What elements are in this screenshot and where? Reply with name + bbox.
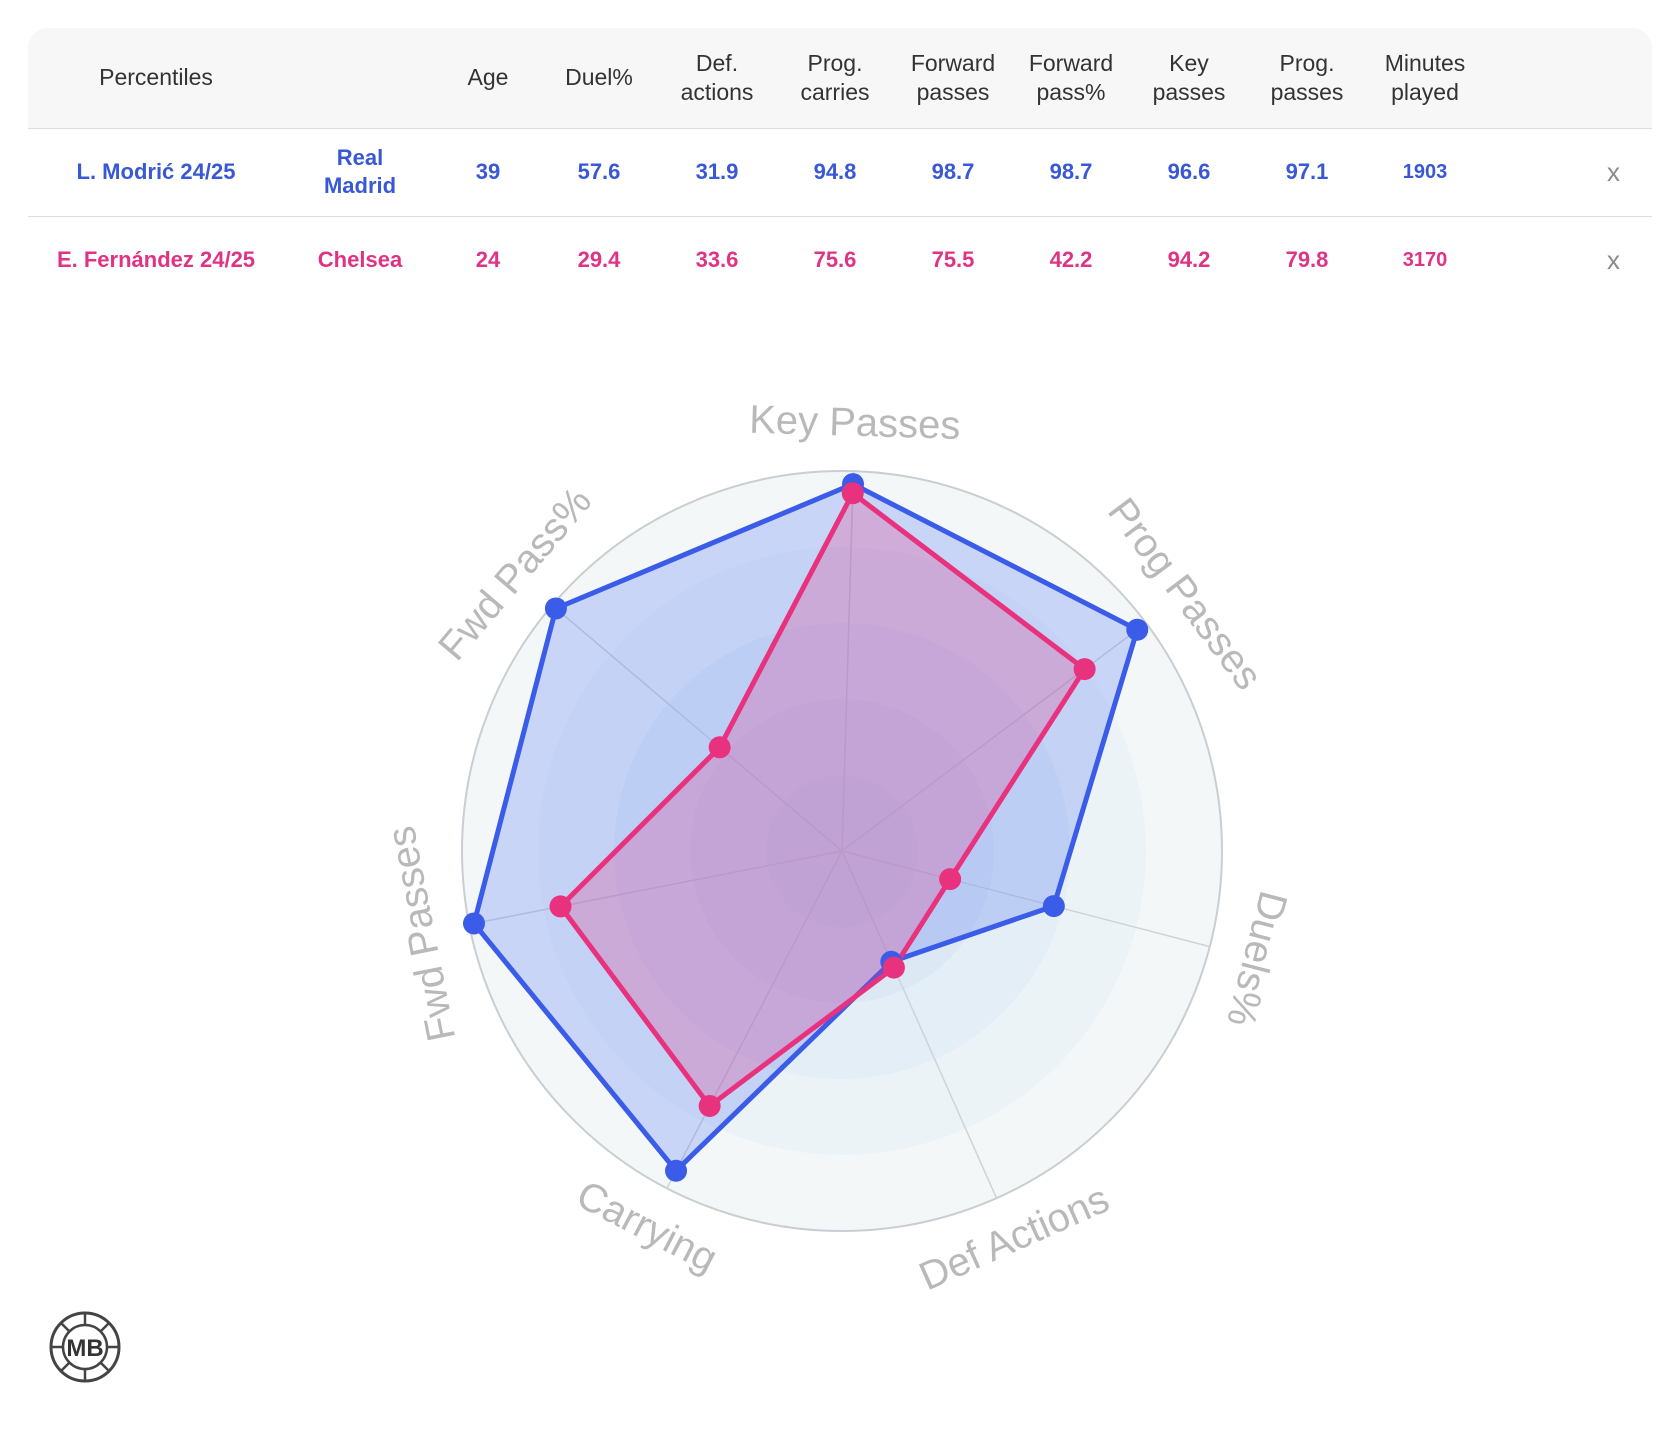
def-actions-cell: 33.6	[695, 247, 739, 273]
minutes-cell: 1903	[1402, 161, 1448, 183]
table-row: E. Fernández 24/25 Chelsea 24 29.4 33.6 …	[28, 216, 1652, 304]
forward-pass-pct-cell: 98.7	[1049, 159, 1093, 184]
series-polygon	[558, 490, 1088, 1109]
axis-label: Key Passes	[749, 398, 961, 448]
data-point[interactable]	[939, 868, 962, 891]
data-point[interactable]	[1042, 895, 1065, 918]
header-forward-passes: Forward passes	[894, 28, 1012, 129]
data-point[interactable]	[698, 1094, 721, 1117]
age-cell: 24	[475, 247, 501, 273]
header-forward-pass-pct: Forward pass%	[1012, 28, 1130, 129]
header-minutes: Minutes played	[1366, 28, 1484, 129]
axis-label: Duels%	[1218, 887, 1295, 1031]
data-point[interactable]	[882, 956, 905, 979]
football-logo-icon: MB	[49, 1311, 121, 1383]
header-age: Age	[436, 28, 540, 129]
remove-player-button[interactable]: x	[1607, 157, 1620, 187]
axis-label: Fwd Passes	[379, 823, 464, 1045]
data-point[interactable]	[544, 597, 567, 620]
data-point[interactable]	[549, 895, 572, 918]
radar-spoke	[841, 850, 1210, 948]
radar-spoke	[841, 850, 998, 1199]
logo-text: MB	[66, 1335, 103, 1362]
radar-spoke	[469, 850, 843, 926]
table-row: L. Modrić 24/25 Real Madrid 39 57.6 31.9…	[28, 128, 1652, 216]
header-duel-pct: Duel%	[540, 28, 658, 129]
series-polygon	[471, 481, 1140, 1174]
radar-spoke	[666, 850, 843, 1189]
forward-passes-cell: 98.7	[931, 159, 975, 184]
club-name: Real Madrid	[323, 145, 397, 198]
data-point[interactable]	[708, 736, 731, 759]
header-club	[284, 28, 436, 129]
header-def-actions: Def. actions	[658, 28, 776, 129]
data-point[interactable]	[665, 1159, 688, 1182]
header-remove	[1484, 28, 1652, 129]
radar-spoke	[841, 622, 1147, 852]
data-point[interactable]	[1073, 658, 1096, 681]
data-point[interactable]	[463, 912, 486, 935]
player-name[interactable]: L. Modrić 24/25	[76, 159, 236, 184]
key-passes-cell: 96.6	[1167, 159, 1211, 184]
table-header-row: Percentiles Age Duel% Def. actions Prog.…	[28, 28, 1652, 129]
age-cell: 39	[475, 159, 501, 184]
key-passes-cell: 94.2	[1167, 247, 1211, 273]
forward-passes-cell: 75.5	[931, 247, 975, 273]
header-prog-passes: Prog. passes	[1248, 28, 1366, 129]
player-name[interactable]: E. Fernández 24/25	[56, 247, 256, 273]
radar-outer-circle	[461, 470, 1223, 1232]
duel-pct-cell: 29.4	[577, 247, 621, 273]
prog-carries-cell: 94.8	[813, 159, 857, 184]
comparison-table: Percentiles Age Duel% Def. actions Prog.…	[28, 28, 1652, 304]
def-actions-cell: 31.9	[695, 159, 739, 184]
remove-player-button[interactable]: x	[1607, 245, 1620, 276]
radar-spoke	[551, 604, 843, 852]
header-percentiles: Percentiles	[28, 28, 284, 129]
prog-carries-cell: 75.6	[813, 247, 857, 273]
data-point[interactable]	[841, 482, 864, 505]
forward-pass-pct-cell: 42.2	[1049, 247, 1093, 273]
minutes-cell: 3170	[1402, 249, 1448, 272]
prog-passes-cell: 79.8	[1285, 247, 1329, 273]
duel-pct-cell: 57.6	[577, 159, 621, 184]
prog-passes-cell: 97.1	[1285, 159, 1329, 184]
header-key-passes: Key passes	[1130, 28, 1248, 129]
logo: MB	[48, 1310, 122, 1384]
header-prog-carries: Prog. carries	[776, 28, 894, 129]
data-point[interactable]	[1126, 618, 1149, 641]
club-name: Chelsea	[317, 247, 403, 273]
radar-spoke	[841, 471, 855, 852]
